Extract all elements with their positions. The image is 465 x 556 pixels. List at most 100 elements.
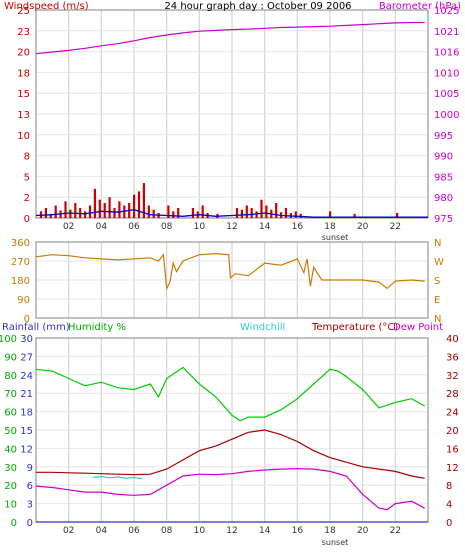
temperature-tick-label: 4 xyxy=(446,500,452,511)
barometer-tick-label: 1005 xyxy=(434,89,459,100)
temperature-axis-title: Temperature (°C) xyxy=(311,322,398,333)
wind-hour-tick-label: 06 xyxy=(128,222,140,232)
wind-gust-bar xyxy=(265,205,268,218)
wind-gust-bar xyxy=(142,183,145,218)
wind-plot-frame xyxy=(35,9,429,219)
wind-gust-bar xyxy=(240,209,243,218)
compass-tick-label: N xyxy=(434,314,441,325)
humidity-tick-label: 50 xyxy=(4,426,17,437)
rainfall-tick-label: 21 xyxy=(20,389,33,400)
barometer-tick-label: 1025 xyxy=(434,6,459,17)
rainfall-tick-label: 9 xyxy=(27,463,33,474)
wind-gust-bar xyxy=(167,205,170,218)
temp-hour-tick-label: 06 xyxy=(128,526,140,536)
temperature-tick-label: 28 xyxy=(446,389,459,400)
compass-tick-label: E xyxy=(434,295,440,306)
wind-gust-bar xyxy=(147,205,150,218)
direction-tick-label: 360 xyxy=(11,238,30,249)
wind-gust-bar xyxy=(54,205,57,218)
wind-gust-bar xyxy=(245,205,248,218)
humidity-axis-title: Humidity % xyxy=(68,322,126,333)
wind-gust-bar xyxy=(69,209,72,218)
barometer-line xyxy=(35,21,425,55)
direction-plot-frame xyxy=(35,241,429,319)
wind-tick-label: 18 xyxy=(17,68,30,79)
barometer-tick-label: 1000 xyxy=(434,110,459,121)
humidity-tick-label: 40 xyxy=(4,444,17,455)
temp-hour-tick-label: 12 xyxy=(226,526,237,536)
wind-gust-bar xyxy=(172,211,175,218)
wind-gust-bar xyxy=(64,201,67,218)
rainfall-tick-label: 24 xyxy=(20,371,33,382)
temperature-tick-label: 32 xyxy=(446,371,459,382)
wind-gust-bar xyxy=(250,208,253,218)
wind-gust-bar xyxy=(113,208,116,218)
wind-hour-tick-label: 04 xyxy=(96,222,108,232)
wind-gust-bar xyxy=(191,208,194,218)
wind-gust-bar xyxy=(152,209,155,218)
humidity-tick-label: 10 xyxy=(4,500,17,511)
direction-tick-label: 90 xyxy=(17,295,30,306)
dewpoint-line xyxy=(35,467,425,511)
wind-hour-tick-label: 18 xyxy=(324,222,336,232)
wind-gust-bar xyxy=(118,201,121,218)
wind-gust-bar xyxy=(353,213,356,218)
wind-tick-label: 10 xyxy=(17,131,30,142)
barometer-tick-label: 985 xyxy=(434,172,453,183)
wind-gust-bar xyxy=(260,199,263,218)
rainfall-tick-label: 27 xyxy=(20,352,33,363)
dewpoint-axis-title: Dew Point xyxy=(393,322,443,333)
wind-gust-bar xyxy=(201,205,204,218)
wind-gust-bar xyxy=(44,208,47,218)
wind-gust-bar xyxy=(294,211,297,218)
wind-gust-bar xyxy=(103,203,106,218)
wind-hour-tick-label: 14 xyxy=(259,222,271,232)
temp-hour-tick-label: 20 xyxy=(357,526,369,536)
wind-hour-tick-label: 22 xyxy=(390,222,401,232)
barometer-tick-label: 995 xyxy=(434,131,453,142)
rainfall-tick-label: 3 xyxy=(27,500,33,511)
humidity-tick-label: 20 xyxy=(4,481,17,492)
temperature-tick-label: 12 xyxy=(446,463,459,474)
wind-gust-bar xyxy=(255,211,258,218)
barometer-tick-label: 990 xyxy=(434,152,453,163)
rainfall-tick-label: 0 xyxy=(27,518,33,529)
barometer-axis-title: Barometer (hPa) xyxy=(379,1,461,12)
windchill-axis-title: Windchill xyxy=(240,322,285,333)
wind-average-line xyxy=(35,209,428,218)
temp-hour-tick-label: 14 xyxy=(259,526,271,536)
wind-gust-bar xyxy=(88,205,92,218)
temp-hour-tick-label: 10 xyxy=(194,526,206,536)
wind-gust-bar xyxy=(329,211,332,218)
windchill-line xyxy=(93,475,143,480)
wind-tick-label: 2 xyxy=(24,193,30,204)
humidity-tick-label: 30 xyxy=(4,463,17,474)
wind-gust-bar xyxy=(74,203,77,218)
rainfall-tick-label: 12 xyxy=(20,444,33,455)
wind-gust-bar xyxy=(49,213,52,218)
wind-tick-label: 5 xyxy=(24,172,30,183)
temp-hour-tick-label: 18 xyxy=(324,526,336,536)
humidity-line xyxy=(35,366,425,422)
temperature-tick-label: 0 xyxy=(446,518,452,529)
humidity-tick-label: 100 xyxy=(0,334,17,345)
humidity-tick-label: 90 xyxy=(4,352,17,363)
barometer-tick-label: 1021 xyxy=(434,27,459,38)
temp-hour-tick-label: 16 xyxy=(292,526,304,536)
wind-tick-label: 13 xyxy=(17,110,30,121)
wind-hour-tick-label: 02 xyxy=(63,222,74,232)
wind-tick-label: 15 xyxy=(17,89,30,100)
wind-gust-bar xyxy=(177,208,180,218)
rainfall-tick-label: 30 xyxy=(20,334,33,345)
wind-gust-bar xyxy=(235,208,239,218)
wind-tick-label: 23 xyxy=(17,27,30,38)
direction-tick-label: 270 xyxy=(11,257,30,268)
rainfall-axis-title: Rainfall (mm) xyxy=(2,322,70,333)
wind-hour-tick-label: 10 xyxy=(194,222,206,232)
compass-tick-label: S xyxy=(434,276,440,287)
direction-tick-label: 180 xyxy=(11,276,30,287)
wind-hour-tick-label: 12 xyxy=(226,222,237,232)
temperature-tick-label: 8 xyxy=(446,481,452,492)
compass-tick-label: W xyxy=(434,257,444,268)
